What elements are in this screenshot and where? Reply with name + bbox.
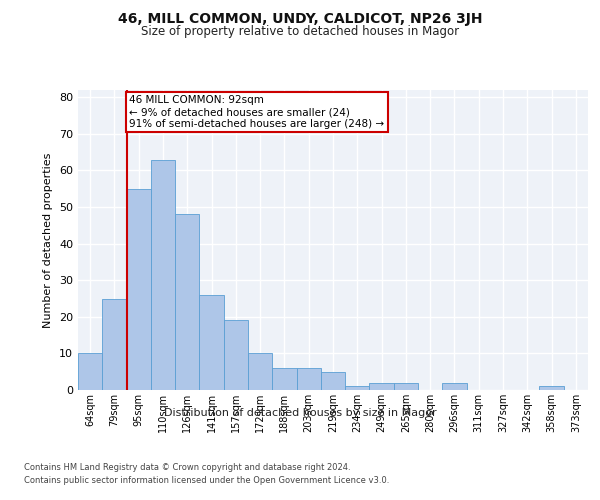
Bar — [442, 382, 467, 390]
Bar — [370, 382, 394, 390]
Text: 46, MILL COMMON, UNDY, CALDICOT, NP26 3JH: 46, MILL COMMON, UNDY, CALDICOT, NP26 3J… — [118, 12, 482, 26]
Bar — [151, 160, 175, 390]
Bar — [321, 372, 345, 390]
Bar — [345, 386, 370, 390]
Bar — [199, 295, 224, 390]
Bar — [102, 298, 127, 390]
Bar — [539, 386, 564, 390]
Text: Size of property relative to detached houses in Magor: Size of property relative to detached ho… — [141, 25, 459, 38]
Y-axis label: Number of detached properties: Number of detached properties — [43, 152, 53, 328]
Bar — [224, 320, 248, 390]
Bar — [394, 382, 418, 390]
Text: 46 MILL COMMON: 92sqm
← 9% of detached houses are smaller (24)
91% of semi-detac: 46 MILL COMMON: 92sqm ← 9% of detached h… — [130, 96, 385, 128]
Text: Contains HM Land Registry data © Crown copyright and database right 2024.: Contains HM Land Registry data © Crown c… — [24, 462, 350, 471]
Bar — [127, 189, 151, 390]
Text: Contains public sector information licensed under the Open Government Licence v3: Contains public sector information licen… — [24, 476, 389, 485]
Bar — [272, 368, 296, 390]
Bar — [175, 214, 199, 390]
Bar — [78, 354, 102, 390]
Bar — [248, 354, 272, 390]
Bar — [296, 368, 321, 390]
Text: Distribution of detached houses by size in Magor: Distribution of detached houses by size … — [164, 408, 436, 418]
